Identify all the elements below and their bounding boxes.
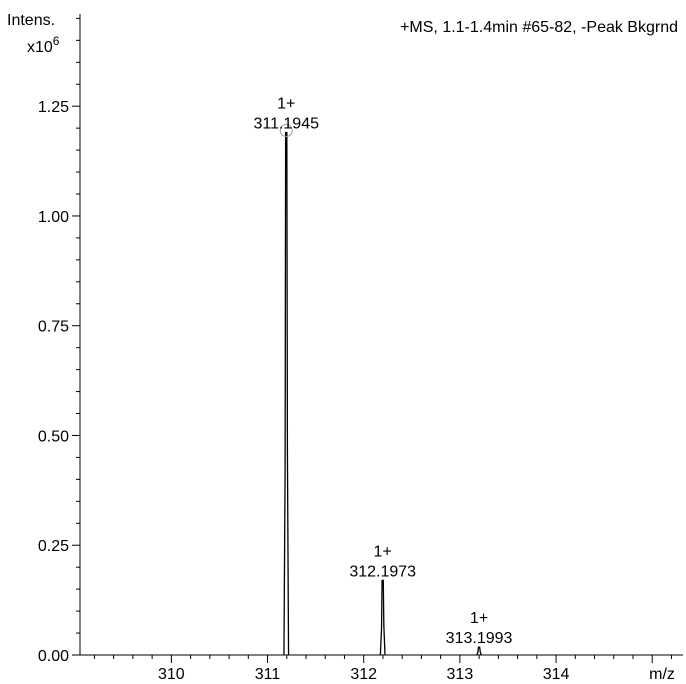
y-axis-ticks: 0.00 0.25 0.50 0.75 1.00 1.25 (38, 17, 80, 665)
y-tick-label: 1.00 (38, 209, 69, 226)
x-axis-ticks: 310 311 312 313 314 (93, 655, 672, 683)
y-tick-label: 0.25 (38, 538, 69, 555)
y-tick-label: 0.50 (38, 428, 69, 445)
x-axis-label: m/z (649, 666, 675, 683)
y-tick-label: 1.25 (38, 99, 69, 116)
peak-313.1993 (476, 646, 482, 656)
peak-charge-label: 1+ (470, 610, 488, 627)
y-axis-multiplier: x106 (27, 34, 60, 56)
peak-series (279, 124, 482, 656)
y-axis-label: Intens. (7, 12, 55, 29)
x-tick-label: 314 (543, 666, 570, 683)
y-tick-label: 0.00 (38, 648, 69, 665)
y-axis-multiplier-exponent: 6 (53, 34, 60, 48)
peak-312.1973 (379, 579, 386, 656)
plot-frame (79, 14, 683, 656)
peak-311.1945 (283, 131, 290, 656)
x-tick-label: 311 (255, 666, 281, 683)
chart-title: +MS, 1.1-1.4min #65-82, -Peak Bkgrnd (400, 19, 678, 36)
peak-charge-label: 1+ (277, 96, 295, 113)
x-tick-label: 313 (447, 666, 474, 683)
peak-charge-label: 1+ (374, 543, 392, 560)
y-tick-label: 0.75 (38, 319, 69, 336)
peak-mz-label: 311.1945 (253, 116, 319, 133)
peak-mz-label: 312.1973 (349, 563, 416, 580)
peak-apex-marker (279, 124, 293, 138)
peak-mz-label: 313.1993 (446, 630, 513, 647)
x-tick-label: 310 (158, 666, 185, 683)
peak-labels: 1+ 311.1945 1+ 312.1973 1+ 313.1993 (253, 96, 512, 648)
x-tick-label: 312 (350, 666, 377, 683)
